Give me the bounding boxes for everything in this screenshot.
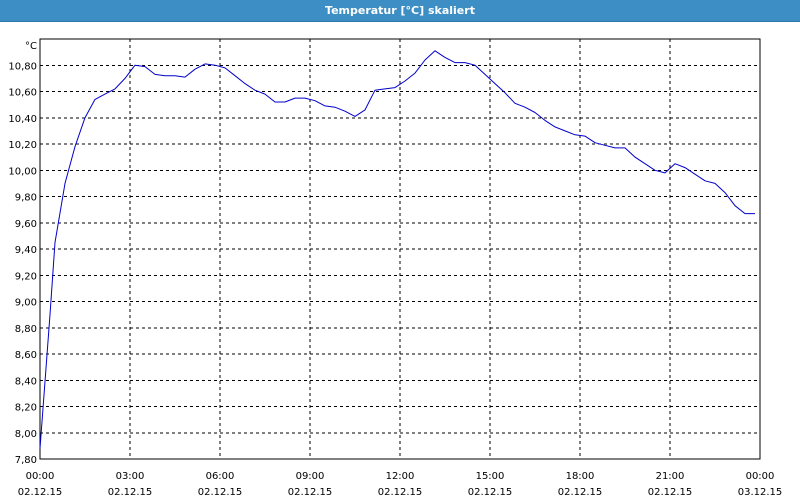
y-tick-label: 10,20 (8, 140, 37, 151)
x-tick-date: 02.12.15 (378, 487, 423, 498)
plot-border (39, 38, 761, 460)
x-tick-time: 06:00 (206, 471, 235, 482)
y-tick-label: 8,00 (15, 429, 37, 440)
y-axis-unit-label: °C (25, 41, 37, 52)
x-tick-time: 18:00 (566, 471, 595, 482)
y-tick-label: 9,60 (15, 219, 37, 230)
x-tick-date: 02.12.15 (198, 487, 243, 498)
x-tick-date: 02.12.15 (558, 487, 603, 498)
x-tick-date: 02.12.15 (288, 487, 333, 498)
y-tick-label: 8,40 (15, 376, 37, 387)
x-tick-time: 00:00 (26, 471, 55, 482)
x-axis-ticks: 00:00 02.12.15 03:00 02.12.15 06:00 02.12.15 0… (18, 471, 783, 498)
temperature-series-line (39, 50, 755, 449)
y-tick-label: 10,00 (8, 166, 37, 177)
x-tick-time: 09:00 (296, 471, 325, 482)
chart-title: Temperatur [°C] skaliert (0, 0, 800, 22)
x-tick-time: 15:00 (476, 471, 505, 482)
plot-frame (39, 38, 761, 460)
x-tick-time: 12:00 (386, 471, 415, 482)
x-tick-date: 02.12.15 (108, 487, 153, 498)
y-tick-label: 8,20 (15, 403, 37, 414)
y-tick-label: 8,80 (15, 324, 37, 335)
x-tick-date: 02.12.15 (648, 487, 693, 498)
x-tick-date: 03.12.15 (738, 487, 783, 498)
x-tick-time: 03:00 (116, 471, 145, 482)
x-tick-date: 02.12.15 (18, 487, 63, 498)
x-tick-time: 00:00 (746, 471, 775, 482)
y-tick-label: 10,60 (8, 88, 37, 99)
y-tick-label: 10,40 (8, 114, 37, 125)
y-tick-label: 8,60 (15, 350, 37, 361)
temperature-chart[interactable]: 7,80 8,00 8,20 8,40 8,60 8,80 9,00 9,20 9,40 9,60… (0, 21, 800, 500)
y-tick-label: 9,00 (15, 298, 37, 309)
x-tick-date: 02.12.15 (468, 487, 513, 498)
y-tick-label: 9,20 (15, 271, 37, 282)
y-tick-label: 10,80 (8, 61, 37, 72)
grid (40, 39, 760, 459)
y-tick-label: 9,40 (15, 245, 37, 256)
y-tick-label: 9,80 (15, 193, 37, 204)
series-layer (39, 50, 755, 449)
y-axis-ticks: 7,80 8,00 8,20 8,40 8,60 8,80 9,00 9,20 9,40 9,60… (8, 61, 37, 466)
x-tick-time: 21:00 (656, 471, 685, 482)
y-tick-label: 7,80 (15, 455, 37, 466)
